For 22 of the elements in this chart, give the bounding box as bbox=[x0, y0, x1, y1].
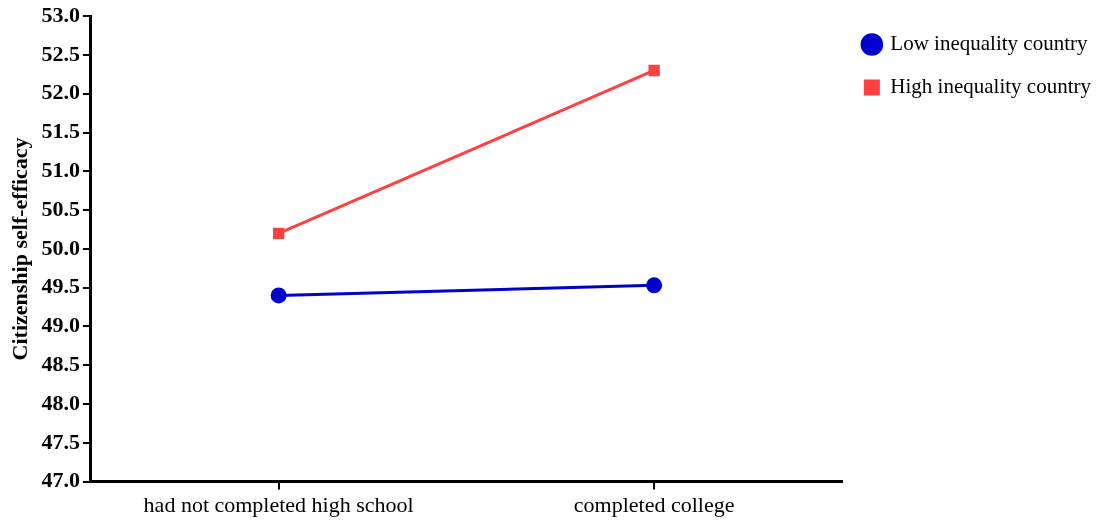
y-tick-label: 50.5 bbox=[41, 195, 80, 221]
y-tick-label: 49.0 bbox=[41, 312, 80, 338]
y-tick-label: 47.0 bbox=[41, 467, 80, 493]
y-axis-title: Citizenship self-efficacy bbox=[6, 137, 32, 361]
y-tick-label: 49.5 bbox=[41, 273, 80, 299]
y-tick-label: 48.0 bbox=[41, 389, 80, 415]
y-tick-label: 50.0 bbox=[41, 234, 80, 260]
x-tick-label: had not completed high school bbox=[143, 491, 414, 517]
x-tick-label: completed college bbox=[573, 491, 735, 517]
y-tick-label: 48.5 bbox=[41, 350, 80, 376]
point bbox=[648, 64, 660, 77]
legend-label: High inequality country bbox=[890, 74, 1092, 99]
legend-label: Low inequality country bbox=[890, 31, 1088, 56]
point bbox=[272, 227, 285, 240]
y-tick-label: 47.5 bbox=[41, 428, 80, 454]
y-tick-label: 51.5 bbox=[41, 118, 80, 144]
y-tick-label: 53.0 bbox=[41, 1, 80, 27]
point bbox=[646, 277, 663, 294]
y-tick-label: 52.0 bbox=[41, 79, 80, 105]
point bbox=[270, 287, 287, 304]
y-tick-label: 52.5 bbox=[41, 40, 80, 66]
y-tick-label: 51.0 bbox=[41, 157, 80, 183]
